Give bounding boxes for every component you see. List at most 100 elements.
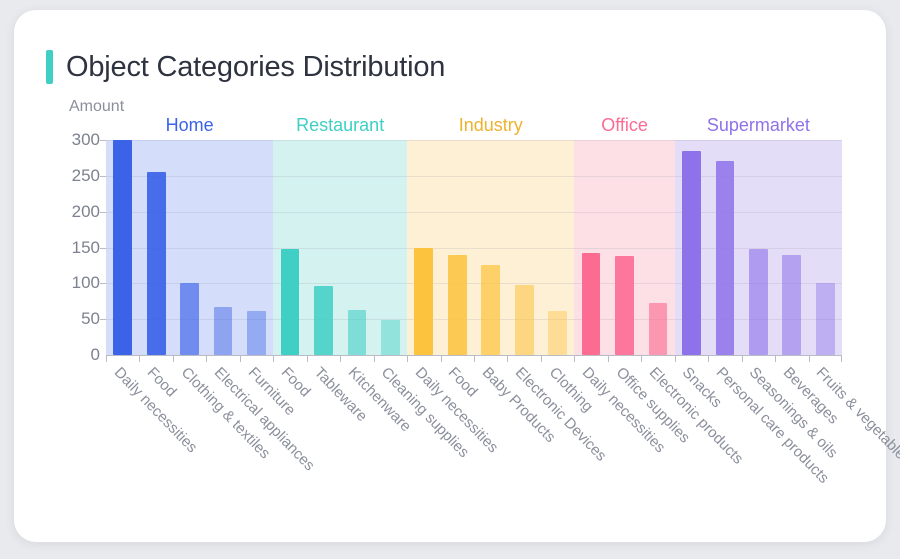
- bar[interactable]: [715, 160, 735, 355]
- x-tick: [373, 356, 407, 362]
- x-label-slot: Food: [273, 362, 314, 522]
- bar[interactable]: [414, 247, 434, 355]
- bar-slot[interactable]: [608, 140, 641, 355]
- bar[interactable]: [447, 255, 467, 355]
- y-tick-mark: [100, 283, 106, 285]
- x-axis-ticks: [106, 356, 842, 362]
- x-tick: [507, 356, 540, 362]
- x-axis-line: [106, 355, 842, 356]
- x-label-slot: Beverages: [775, 362, 842, 522]
- group-header-office: Office: [574, 115, 674, 137]
- x-tick: [172, 356, 206, 362]
- bar[interactable]: [782, 254, 802, 355]
- bar[interactable]: [615, 256, 634, 355]
- gridline: [106, 283, 842, 285]
- page-title: Object Categories Distribution: [46, 50, 445, 84]
- bar-slot[interactable]: [574, 140, 607, 355]
- bar-slot[interactable]: [809, 140, 842, 355]
- group-header-label: Restaurant: [296, 115, 385, 135]
- y-tick-label: 100: [71, 273, 100, 293]
- x-label-slot: Baby Products: [474, 362, 558, 522]
- bar-slot[interactable]: [407, 140, 440, 355]
- group-header-label: Supermarket: [706, 115, 810, 135]
- x-label-slot: Kitchenware: [340, 362, 415, 522]
- bar-slot[interactable]: [139, 140, 172, 355]
- group-header-supermarket: Supermarket: [675, 115, 842, 137]
- bar-slot[interactable]: [273, 140, 306, 355]
- chart-card: Object Categories Distribution Amount 30…: [14, 10, 900, 542]
- group-header-industry: Industry: [407, 115, 574, 137]
- bar-slot[interactable]: [641, 140, 674, 355]
- bar-slot[interactable]: [307, 140, 340, 355]
- x-label-slot: Tableware: [307, 362, 371, 522]
- y-tick-label: 200: [71, 201, 100, 221]
- x-tick: [674, 356, 708, 362]
- x-tick: [206, 356, 239, 362]
- bar-slot[interactable]: [173, 140, 206, 355]
- x-label-slot: Electrical appliances: [206, 362, 318, 522]
- x-tick: [808, 356, 842, 362]
- y-tick-label: 150: [71, 237, 100, 257]
- group-header-home: Home: [106, 115, 273, 137]
- bar-slot[interactable]: [675, 140, 708, 355]
- bar-slot[interactable]: [206, 140, 239, 355]
- bar[interactable]: [247, 310, 266, 355]
- bar[interactable]: [481, 264, 501, 355]
- group-header-label: Industry: [458, 115, 523, 135]
- bar[interactable]: [280, 248, 300, 355]
- bar[interactable]: [146, 171, 166, 355]
- gridline: [106, 319, 842, 321]
- bar[interactable]: [682, 151, 701, 355]
- bar-slot[interactable]: [340, 140, 373, 355]
- gridline: [106, 247, 842, 249]
- bar[interactable]: [581, 253, 601, 355]
- bar-slot[interactable]: [374, 140, 407, 355]
- bar[interactable]: [748, 248, 768, 355]
- y-tick-mark: [100, 175, 106, 177]
- bar-slot[interactable]: [708, 140, 741, 355]
- x-label-slot: Clothing & textiles: [173, 362, 273, 522]
- x-label-slot: Cleaning supplies: [374, 362, 472, 522]
- bar-slot[interactable]: [240, 140, 273, 355]
- bar[interactable]: [648, 303, 668, 355]
- bar-slot[interactable]: [742, 140, 775, 355]
- bar[interactable]: [347, 309, 367, 355]
- bar-slot[interactable]: [541, 140, 574, 355]
- x-label-slot: Electronic products: [641, 362, 747, 522]
- x-label-slot: Food: [139, 362, 180, 522]
- x-label-slot: Food: [441, 362, 481, 522]
- x-tick: [708, 356, 741, 362]
- y-tick-mark: [100, 140, 106, 141]
- x-axis-tick-label: Fruits & vegetables: [813, 364, 900, 469]
- bar-slot[interactable]: [441, 140, 474, 355]
- x-tick: [139, 356, 172, 362]
- x-tick: [306, 356, 340, 362]
- x-tick: [540, 356, 574, 362]
- x-label-slot: Office supplies: [608, 362, 692, 522]
- bar-slot[interactable]: [106, 140, 139, 355]
- bar[interactable]: [213, 306, 233, 355]
- group-header-restaurant: Restaurant: [273, 115, 407, 137]
- bar[interactable]: [180, 282, 199, 355]
- x-label-slot: Personal care products: [708, 362, 832, 522]
- bar[interactable]: [548, 311, 567, 355]
- x-tick: [641, 356, 674, 362]
- y-tick-label: 300: [71, 130, 100, 149]
- x-label-slot: Fruits & vegetables: [809, 362, 900, 522]
- x-label-slot: Daily necessities: [407, 362, 502, 522]
- x-label-slot: Seasonings & oils: [742, 362, 841, 522]
- bar[interactable]: [380, 319, 400, 355]
- title-text: Object Categories Distribution: [66, 50, 446, 83]
- bar[interactable]: [815, 283, 835, 355]
- bar-slot[interactable]: [775, 140, 808, 355]
- plot-area: [100, 140, 842, 355]
- bar[interactable]: [113, 140, 133, 355]
- x-tick: [273, 356, 306, 362]
- bar[interactable]: [314, 286, 333, 355]
- x-tick: [775, 356, 808, 362]
- bar-slot[interactable]: [507, 140, 540, 355]
- x-label-slot: Clothing: [541, 362, 595, 522]
- x-tick: [239, 356, 273, 362]
- bar[interactable]: [514, 284, 534, 355]
- bar-slot[interactable]: [474, 140, 507, 355]
